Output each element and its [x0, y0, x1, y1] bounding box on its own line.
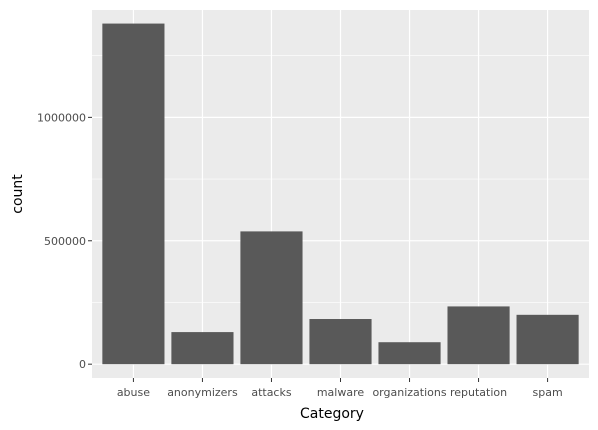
x-tick-label: spam — [532, 386, 562, 399]
y-tick-label: 1000000 — [37, 111, 86, 124]
x-axis-title: Category — [300, 406, 364, 422]
bar-organizations — [378, 342, 441, 365]
bar-abuse — [102, 23, 165, 365]
bar-malware — [309, 319, 372, 365]
bar-anonymizers — [171, 332, 234, 365]
x-tick-label: attacks — [251, 386, 292, 399]
bars — [102, 23, 579, 365]
y-axis-title: count — [10, 174, 26, 214]
x-tick-label: anonymizers — [167, 386, 238, 399]
x-tick-label: reputation — [450, 386, 507, 399]
x-tick-label: organizations — [372, 386, 446, 399]
bar-reputation — [447, 306, 510, 365]
y-tick-label: 0 — [79, 358, 86, 371]
x-tick-label: abuse — [117, 386, 150, 399]
y-tick-label: 500000 — [44, 235, 86, 248]
bar-spam — [516, 314, 579, 365]
y-axis-ticks: 0 500000 1000000 — [37, 111, 92, 371]
x-axis-ticks: abuse anonymizers attacks malware organizati… — [117, 378, 563, 399]
bar-attacks — [240, 231, 303, 365]
x-tick-label: malware — [317, 386, 365, 399]
